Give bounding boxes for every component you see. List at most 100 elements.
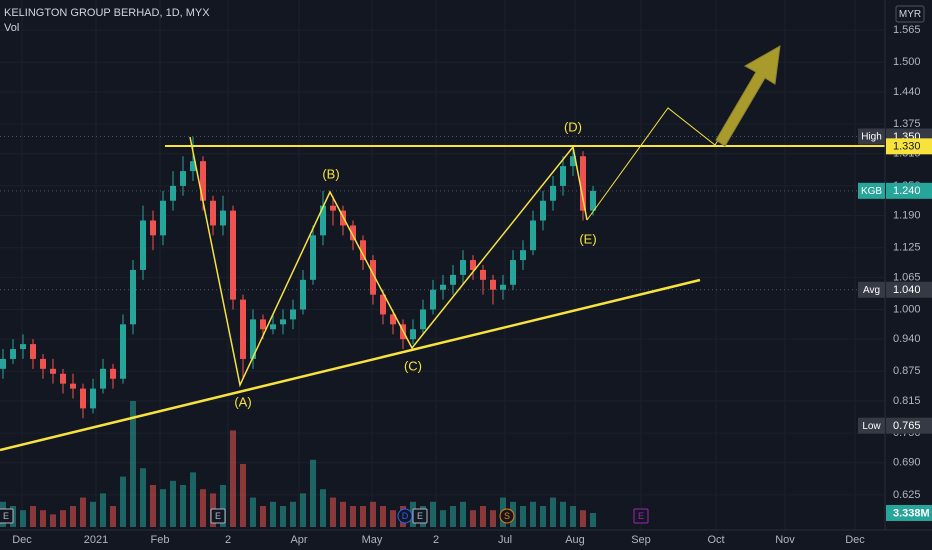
candle-body bbox=[560, 166, 566, 186]
currency-box[interactable] bbox=[895, 5, 925, 23]
x-tick-label: 2 bbox=[225, 534, 231, 546]
candle-body bbox=[220, 210, 226, 226]
volume-bar bbox=[550, 497, 556, 527]
candle-body bbox=[500, 284, 506, 290]
event-marker bbox=[499, 508, 515, 524]
event-marker bbox=[210, 508, 226, 524]
volume-bar bbox=[180, 485, 186, 527]
volume-bar bbox=[20, 510, 26, 527]
volume-bar bbox=[360, 506, 366, 527]
candle-body bbox=[180, 171, 186, 186]
price-label-value: 1.240 bbox=[893, 185, 921, 197]
volume-bar bbox=[370, 501, 376, 527]
chart-title: KELINGTON GROUP BERHAD, 1D, MYX bbox=[4, 7, 210, 19]
price-label-box bbox=[886, 182, 932, 199]
volume-bar bbox=[340, 501, 346, 527]
candle-body bbox=[70, 383, 76, 389]
volume-bar bbox=[100, 493, 106, 527]
candle-body bbox=[320, 205, 326, 236]
currency: MYR bbox=[899, 9, 921, 20]
volume-bar bbox=[460, 501, 466, 527]
volume-bar bbox=[190, 472, 196, 527]
candle-body bbox=[280, 319, 286, 325]
volume-bar bbox=[230, 430, 236, 527]
volume-bar bbox=[300, 493, 306, 527]
volume-bar bbox=[520, 506, 526, 527]
axis-background bbox=[885, 0, 932, 550]
forecast-arrow bbox=[715, 45, 781, 147]
y-tick-label: 1.125 bbox=[893, 242, 921, 254]
volume-bar bbox=[170, 480, 176, 527]
price-label-box bbox=[886, 281, 932, 298]
candle-body bbox=[420, 309, 426, 330]
volume-bar bbox=[280, 506, 286, 527]
wave-label: (B) bbox=[322, 166, 339, 181]
y-tick-label: 0.815 bbox=[893, 395, 921, 407]
candle-body bbox=[30, 344, 36, 359]
candle-body bbox=[550, 185, 556, 201]
price-label-name-box bbox=[858, 281, 885, 298]
event-marker bbox=[0, 508, 14, 524]
volume-bar bbox=[240, 464, 246, 527]
price-label-value: 1.330 bbox=[893, 141, 921, 153]
candle-body bbox=[140, 220, 146, 270]
volume-bar bbox=[200, 489, 206, 527]
volume-bar bbox=[290, 501, 296, 527]
candle-body bbox=[490, 279, 496, 290]
event-marker bbox=[633, 508, 649, 524]
price-label-name: Low bbox=[862, 421, 881, 432]
volume-bar bbox=[560, 501, 566, 527]
price-label-box bbox=[886, 138, 932, 155]
price-label-value: 1.040 bbox=[893, 284, 921, 296]
candle-body bbox=[210, 200, 216, 226]
candle-body bbox=[0, 358, 6, 369]
volume-bar bbox=[80, 497, 86, 527]
event-label: D bbox=[402, 511, 409, 521]
x-tick-label: Aug bbox=[565, 534, 585, 546]
y-tick-label: 1.190 bbox=[893, 209, 921, 221]
volume-bar bbox=[580, 510, 586, 527]
y-tick-label: 0.690 bbox=[893, 457, 921, 469]
volume-bar bbox=[60, 510, 66, 527]
volume-bar bbox=[50, 514, 56, 527]
price-label-name: High bbox=[861, 132, 882, 143]
y-tick-label: 0.625 bbox=[893, 489, 921, 501]
volume-bar bbox=[310, 459, 316, 527]
volume-bar bbox=[160, 489, 166, 527]
volume-bar bbox=[430, 501, 436, 527]
candle-body bbox=[50, 368, 56, 374]
event-label: E bbox=[3, 511, 9, 521]
candle-body bbox=[230, 210, 236, 300]
candle-body bbox=[150, 220, 156, 236]
candle-body bbox=[590, 190, 596, 211]
candle-body bbox=[540, 200, 546, 221]
volume-bar bbox=[30, 506, 36, 527]
volume-label-box bbox=[886, 504, 932, 521]
x-tick-label: Feb bbox=[151, 534, 170, 546]
wave-label: (E) bbox=[579, 231, 596, 246]
volume-title: Vol bbox=[4, 22, 19, 34]
x-tick-label: Sep bbox=[631, 534, 651, 546]
volume-bar bbox=[130, 401, 136, 527]
candle-body bbox=[460, 260, 466, 275]
y-tick-label: 1.440 bbox=[893, 86, 921, 98]
candle-body bbox=[510, 260, 516, 285]
candle-body bbox=[250, 319, 256, 359]
volume-bar bbox=[490, 510, 496, 527]
price-label-name: KGB bbox=[861, 186, 882, 197]
volume-bar bbox=[140, 468, 146, 527]
candle-body bbox=[240, 299, 246, 359]
volume-bar bbox=[380, 506, 386, 527]
grid bbox=[0, 135, 885, 291]
candle-body bbox=[190, 161, 196, 172]
price-label-name-box bbox=[858, 128, 885, 145]
candle-body bbox=[570, 156, 576, 167]
x-tick-label: Dec bbox=[845, 534, 865, 546]
price-label-value: 0.765 bbox=[893, 420, 921, 432]
candle-body bbox=[480, 269, 486, 280]
candle-body bbox=[10, 349, 16, 359]
candle-body bbox=[380, 294, 386, 315]
volume-bar bbox=[320, 489, 326, 527]
